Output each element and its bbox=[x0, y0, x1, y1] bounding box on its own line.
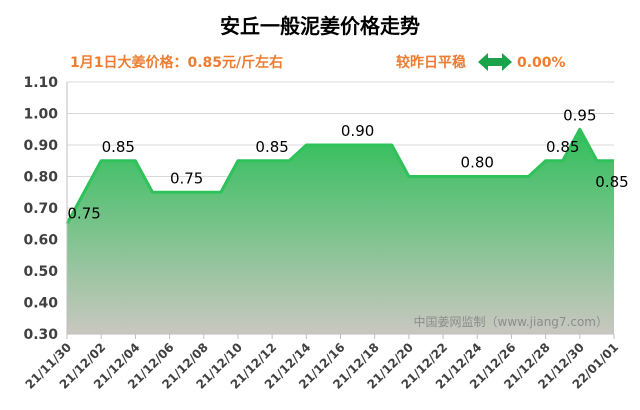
data-label: 0.95 bbox=[563, 106, 596, 124]
data-labels: 0.75 0.85 0.75 0.85 0.90 0.80 0.85 0.95 0.85 bbox=[67, 106, 628, 222]
data-label: 0.75 bbox=[170, 169, 203, 187]
price-area-series bbox=[65, 127, 615, 334]
y-tick-label: 0.80 bbox=[23, 170, 58, 186]
data-label: 0.90 bbox=[341, 122, 374, 140]
y-tick-label: 0.50 bbox=[23, 264, 58, 280]
y-tick-label: 1.10 bbox=[23, 75, 58, 91]
y-tick-label: 0.70 bbox=[23, 201, 58, 217]
chart-subtitle-change-label: 较昨日平稳 bbox=[396, 54, 466, 71]
double-arrow-icon bbox=[478, 53, 512, 71]
data-label: 0.85 bbox=[595, 173, 628, 191]
chart-subtitle-change-value: 0.00% bbox=[517, 55, 566, 71]
chart-subtitle-price: 1月1日大姜价格：0.85元/斤左右 bbox=[70, 54, 283, 71]
price-area-fill bbox=[67, 129, 614, 334]
x-axis-ticks: 21/11/3021/12/0221/12/0421/12/0621/12/08… bbox=[23, 334, 621, 392]
data-label: 0.75 bbox=[67, 204, 100, 222]
data-label: 0.85 bbox=[255, 138, 288, 156]
chart-title: 安丘一般泥姜价格走势 bbox=[220, 14, 420, 38]
y-tick-label: 0.60 bbox=[23, 233, 58, 249]
data-label: 0.85 bbox=[102, 138, 135, 156]
data-label: 0.85 bbox=[546, 138, 579, 156]
y-axis-ticks: 0.30 0.40 0.50 0.60 0.70 0.80 0.90 1.00 1.10 bbox=[23, 75, 58, 343]
y-tick-label: 0.90 bbox=[23, 138, 58, 154]
y-tick-label: 1.00 bbox=[23, 107, 58, 123]
data-label: 0.80 bbox=[461, 154, 494, 172]
y-tick-label: 0.40 bbox=[23, 296, 58, 312]
watermark: 中国姜网监制（www.jiang7.com） bbox=[414, 314, 608, 329]
y-tick-label: 0.30 bbox=[23, 327, 58, 343]
